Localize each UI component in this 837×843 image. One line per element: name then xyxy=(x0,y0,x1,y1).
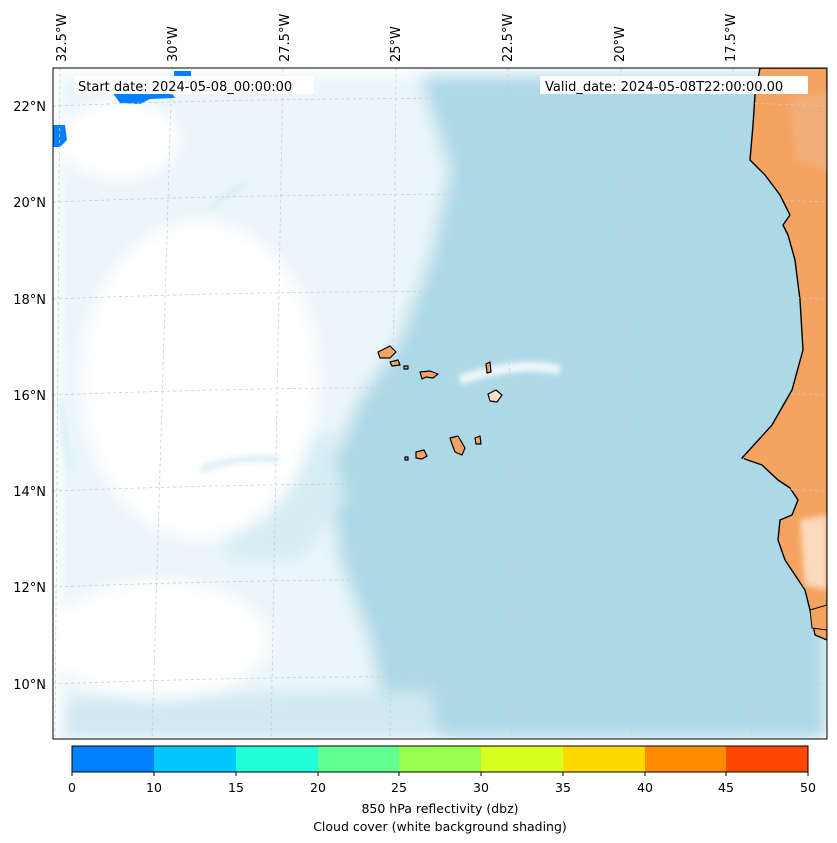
map-frame xyxy=(52,67,828,740)
meridian-line xyxy=(54,68,61,739)
cape-verde-islands xyxy=(377,345,503,461)
lon-label-20w: 20°W xyxy=(613,26,628,62)
colorbar-tick-label: 45 xyxy=(718,780,734,795)
island-maio xyxy=(474,435,482,445)
meridian-line xyxy=(151,68,173,739)
island-sao-nicolau xyxy=(419,370,439,380)
meridian-line xyxy=(732,68,752,739)
colorbar-tick-label: 30 xyxy=(473,780,489,795)
cloud-streak xyxy=(57,399,73,471)
map-plot-area: Start date: 2024-05-08_00:00:00 Valid_da… xyxy=(53,68,827,739)
start-date-box xyxy=(74,76,314,94)
colorbar-segment-25-30 xyxy=(399,746,481,772)
island-santo-antao xyxy=(377,345,397,359)
colorbar-tick-label: 15 xyxy=(228,780,244,795)
colorbar-segment-15-20 xyxy=(236,746,318,772)
island-santiago xyxy=(449,435,466,456)
meridian-line xyxy=(620,68,632,739)
parallel-line xyxy=(53,483,827,492)
island-boa-vista xyxy=(487,389,503,403)
colorbar-segment-35-40 xyxy=(563,746,645,772)
cloud-streak xyxy=(198,455,281,473)
colorbar: 0 10 15 20 25 30 35 40 45 50 850 hPa ref… xyxy=(68,745,816,834)
start-date-text: Start date: 2024-05-08_00:00:00 xyxy=(78,80,292,95)
land-shading-south xyxy=(800,515,827,590)
land-shading-north xyxy=(790,90,827,170)
cloud-cover-shading xyxy=(53,75,827,739)
colorbar-title: 850 hPa reflectivity (dbz) xyxy=(361,801,518,816)
latitude-labels: 22°N 20°N 18°N 16°N 14°N 12°N 10°N xyxy=(13,100,46,693)
island-santa-luzia xyxy=(403,365,409,370)
lat-label-14n: 14°N xyxy=(13,485,46,500)
lon-label-27.5w: 27.5°W xyxy=(278,14,293,62)
coastal-island xyxy=(809,604,827,631)
colorbar-tick-label: 50 xyxy=(800,780,816,795)
lat-label-10n: 10°N xyxy=(13,678,46,693)
parallel-line xyxy=(53,98,827,107)
island-sao-vicente xyxy=(389,359,401,367)
longitude-labels: 32.5°W 30°W 27.5°W 25°W 22.5°W 20°W 17.5… xyxy=(55,14,739,62)
clear-patch-nw xyxy=(60,100,180,180)
lon-label-32.5w: 32.5°W xyxy=(55,14,70,62)
african-coast-landmass xyxy=(741,68,827,641)
valid-date-text: Valid_date: 2024-05-08T22:00:00.00 xyxy=(545,80,783,95)
clear-streak xyxy=(458,361,562,385)
lon-label-25w: 25°W xyxy=(389,26,404,62)
lat-label-12n: 12°N xyxy=(13,581,46,596)
colorbar-frame xyxy=(71,745,809,773)
reflectivity-echo xyxy=(53,125,67,147)
map-gridlines xyxy=(53,68,827,739)
meridian-line xyxy=(389,68,397,739)
cloud-streak xyxy=(208,182,246,212)
colorbar-segment-45-50 xyxy=(726,746,808,772)
clear-region-sw xyxy=(53,580,270,700)
clear-region-west xyxy=(80,220,320,540)
lon-label-30w: 30°W xyxy=(166,26,181,62)
lon-label-22.5w: 22.5°W xyxy=(501,14,516,62)
colorbar-tick-marks xyxy=(71,772,809,776)
lon-label-17.5w: 17.5°W xyxy=(724,14,739,62)
cloud-band-south xyxy=(60,690,440,739)
island-sal xyxy=(485,361,492,374)
colorbar-segment-0-10 xyxy=(72,746,154,772)
lat-label-18n: 18°N xyxy=(13,293,46,308)
parallel-line xyxy=(53,291,827,300)
reflectivity-echo xyxy=(174,71,191,76)
colorbar-tick-label: 10 xyxy=(146,780,162,795)
colorbar-tick-label: 40 xyxy=(637,780,653,795)
dense-cloud-region xyxy=(330,75,827,739)
colorbar-tick-label: 35 xyxy=(555,780,571,795)
lat-label-16n: 16°N xyxy=(13,389,46,404)
parallel-line xyxy=(53,387,827,396)
parallel-line xyxy=(53,579,827,588)
cloud-streaks xyxy=(57,182,562,473)
colorbar-segment-40-45 xyxy=(645,746,726,772)
valid-date-box xyxy=(540,76,808,94)
colorbar-subtitle: Cloud cover (white background shading) xyxy=(313,819,567,834)
colorbar-tick-label: 20 xyxy=(310,780,326,795)
lat-label-20n: 20°N xyxy=(13,196,46,211)
colorbar-tick-label: 0 xyxy=(68,780,76,795)
parallel-line xyxy=(53,194,827,203)
colorbar-segment-30-35 xyxy=(481,746,563,772)
colorbar-tick-label: 25 xyxy=(391,780,407,795)
meridian-line xyxy=(270,68,284,739)
lat-label-22n: 22°N xyxy=(13,100,46,115)
colorbar-segment-20-25 xyxy=(318,746,399,772)
meridian-line xyxy=(507,68,512,739)
colorbar-segment-10-15 xyxy=(154,746,236,772)
island-brava xyxy=(404,456,409,461)
parallel-line xyxy=(53,676,827,685)
island-fogo xyxy=(415,449,428,460)
